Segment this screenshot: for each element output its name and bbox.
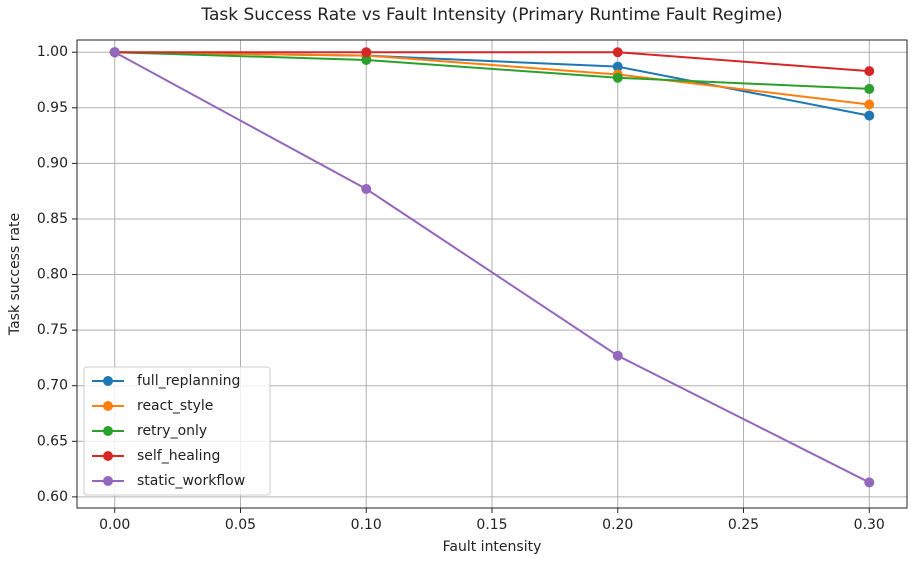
- point: [109, 47, 120, 58]
- point: [361, 55, 372, 66]
- x-axis-label: Fault intensity: [443, 539, 542, 555]
- legend-marker: [103, 401, 113, 411]
- legend-marker: [103, 426, 113, 436]
- y-tick-label: 0.80: [37, 267, 68, 283]
- series-line: [114, 51, 870, 484]
- x-tick-label: 0.00: [99, 517, 130, 533]
- series-line: [114, 51, 870, 90]
- series-line: [114, 51, 870, 73]
- point: [864, 110, 875, 121]
- y-tick-label: 0.70: [37, 378, 68, 394]
- point: [864, 99, 875, 110]
- point: [612, 72, 623, 83]
- x-tick-label: 0.10: [351, 517, 382, 533]
- legend-marker: [103, 451, 113, 461]
- y-axis-label: Task success rate: [7, 213, 23, 336]
- y-tick-label: 0.65: [37, 433, 68, 449]
- point: [612, 350, 623, 361]
- x-tick-label: 0.15: [476, 517, 507, 533]
- legend: full_replanning react_style retry_onlyself…: [83, 366, 271, 496]
- x-tick-label: 0.25: [728, 517, 759, 533]
- x-tick-label: 0.30: [854, 517, 885, 533]
- point: [612, 47, 623, 58]
- y-tick-label: 1.00: [37, 44, 68, 60]
- y-tick-label: 0.85: [37, 211, 68, 227]
- legend-marker: [103, 376, 113, 386]
- legend-label: retry_only: [137, 423, 207, 439]
- legend-label: full_replanning: [137, 373, 240, 389]
- plot-frame: [76, 39, 908, 509]
- y-tick-label: 0.60: [37, 489, 68, 505]
- point: [361, 183, 372, 194]
- series-line: [114, 51, 870, 106]
- legend-frame: [83, 366, 271, 496]
- legend-marker: [103, 476, 113, 486]
- point: [864, 83, 875, 94]
- point: [361, 47, 372, 58]
- legend-label: react_style: [137, 398, 213, 414]
- x-tick-label: 0.20: [602, 517, 633, 533]
- chart-title: Task Success Rate vs Fault Intensity (Pr…: [200, 5, 782, 25]
- point: [612, 61, 623, 72]
- legend-label: self_healing: [137, 448, 220, 464]
- point: [864, 477, 875, 488]
- y-tick-label: 0.75: [37, 322, 68, 338]
- legend-label: static_workflow: [137, 473, 245, 489]
- y-tick-label: 0.95: [37, 100, 68, 116]
- x-tick-label: 0.05: [225, 517, 256, 533]
- y-tick-label: 0.90: [37, 155, 68, 171]
- point: [864, 66, 875, 77]
